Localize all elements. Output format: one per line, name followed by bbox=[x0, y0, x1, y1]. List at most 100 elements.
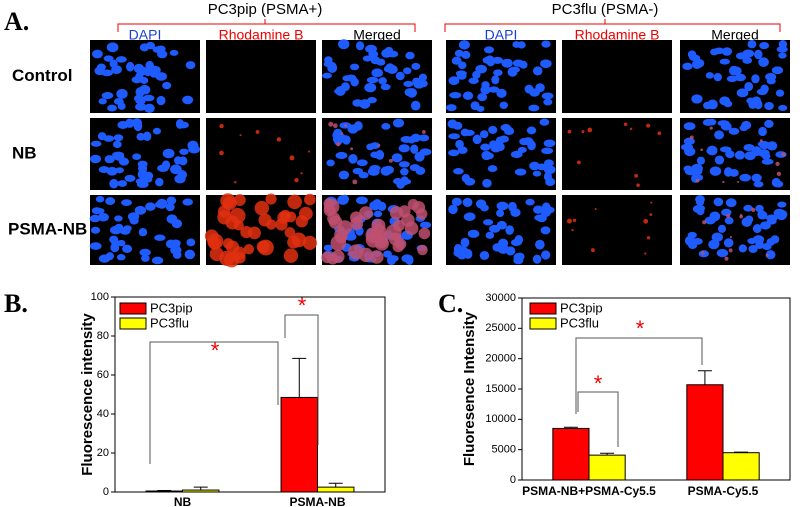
stain bbox=[776, 171, 782, 177]
nucleus bbox=[541, 209, 551, 217]
nucleus bbox=[113, 134, 124, 142]
nucleus bbox=[759, 211, 768, 220]
nucleus bbox=[157, 164, 169, 172]
nucleus bbox=[528, 104, 540, 112]
error-bar bbox=[292, 357, 307, 398]
nucleus bbox=[743, 204, 753, 212]
nucleus bbox=[711, 232, 723, 242]
nucleus bbox=[322, 72, 332, 79]
nucleus bbox=[692, 237, 703, 245]
nucleus bbox=[131, 118, 143, 128]
nucleus bbox=[451, 56, 462, 65]
nucleus bbox=[458, 40, 470, 50]
nucleus bbox=[137, 160, 148, 168]
nucleus bbox=[766, 218, 777, 225]
nucleus bbox=[452, 121, 463, 130]
nucleus bbox=[449, 91, 462, 99]
nucleus bbox=[96, 63, 106, 71]
y-tick-label: 30000 bbox=[485, 292, 516, 304]
nucleus bbox=[512, 59, 524, 67]
nucleus bbox=[543, 139, 556, 148]
nucleus bbox=[406, 87, 417, 98]
nucleus bbox=[751, 74, 760, 84]
stain bbox=[702, 220, 707, 225]
nucleus bbox=[448, 204, 458, 215]
nucleus bbox=[186, 238, 196, 247]
stain bbox=[348, 244, 364, 260]
nucleus bbox=[480, 85, 491, 95]
group-label: PC3flu (PSMA-) bbox=[552, 1, 659, 18]
nucleus bbox=[89, 242, 102, 250]
nucleus bbox=[134, 205, 147, 215]
nucleus bbox=[693, 58, 705, 68]
y-tick-label: 60 bbox=[97, 369, 109, 381]
stain bbox=[650, 201, 653, 204]
nucleus bbox=[380, 83, 391, 91]
x-tick-label: NB bbox=[174, 495, 192, 507]
stain bbox=[587, 127, 593, 133]
nucleus bbox=[499, 101, 508, 110]
nucleus bbox=[532, 170, 542, 177]
stain bbox=[388, 158, 393, 163]
nucleus bbox=[185, 61, 196, 70]
nucleus bbox=[695, 199, 705, 206]
stain bbox=[222, 196, 237, 210]
nucleus bbox=[753, 181, 764, 188]
nucleus bbox=[333, 136, 343, 146]
nucleus bbox=[335, 151, 348, 160]
nucleus bbox=[152, 46, 163, 53]
stain bbox=[567, 129, 572, 134]
nucleus bbox=[448, 133, 460, 140]
nucleus bbox=[405, 51, 415, 60]
nucleus bbox=[477, 93, 488, 102]
nucleus bbox=[719, 58, 730, 65]
stain bbox=[328, 215, 343, 229]
nucleus bbox=[98, 166, 110, 173]
nucleus bbox=[418, 73, 428, 82]
nucleus bbox=[182, 198, 193, 206]
nucleus bbox=[385, 63, 395, 73]
nucleus bbox=[496, 220, 507, 230]
nucleus bbox=[682, 62, 693, 71]
nucleus bbox=[476, 105, 485, 112]
row-label: NB bbox=[12, 143, 37, 162]
nucleus bbox=[166, 196, 177, 205]
stain bbox=[394, 238, 407, 250]
nucleus bbox=[104, 155, 115, 164]
nucleus bbox=[725, 198, 737, 208]
stain bbox=[709, 126, 713, 130]
nucleus bbox=[543, 159, 554, 167]
nucleus bbox=[751, 146, 762, 157]
legend-label: PC3pip bbox=[560, 300, 603, 315]
stain bbox=[233, 194, 246, 206]
nucleus bbox=[414, 151, 425, 162]
stain bbox=[726, 213, 731, 219]
legend-label: PC3pip bbox=[150, 300, 193, 315]
nucleus bbox=[510, 208, 521, 217]
nucleus bbox=[482, 178, 492, 188]
nucleus bbox=[541, 147, 554, 155]
nucleus bbox=[776, 212, 787, 221]
nucleus bbox=[362, 55, 373, 62]
nucleus bbox=[742, 57, 753, 64]
nucleus bbox=[142, 131, 152, 142]
nucleus bbox=[396, 180, 406, 189]
nucleus bbox=[747, 39, 757, 49]
stain bbox=[739, 214, 743, 219]
bracket bbox=[444, 19, 781, 32]
nucleus bbox=[419, 221, 432, 229]
nucleus bbox=[453, 168, 464, 175]
stain bbox=[304, 193, 316, 206]
nucleus bbox=[529, 88, 540, 97]
nucleus bbox=[366, 76, 379, 84]
nucleus bbox=[533, 205, 544, 214]
nucleus bbox=[169, 49, 179, 56]
nucleus bbox=[754, 99, 763, 110]
y-tick-label: 40 bbox=[97, 408, 109, 420]
stain bbox=[277, 211, 290, 224]
nucleus bbox=[340, 194, 349, 204]
nucleus bbox=[121, 199, 132, 207]
stain bbox=[256, 240, 270, 254]
stain bbox=[219, 150, 224, 156]
